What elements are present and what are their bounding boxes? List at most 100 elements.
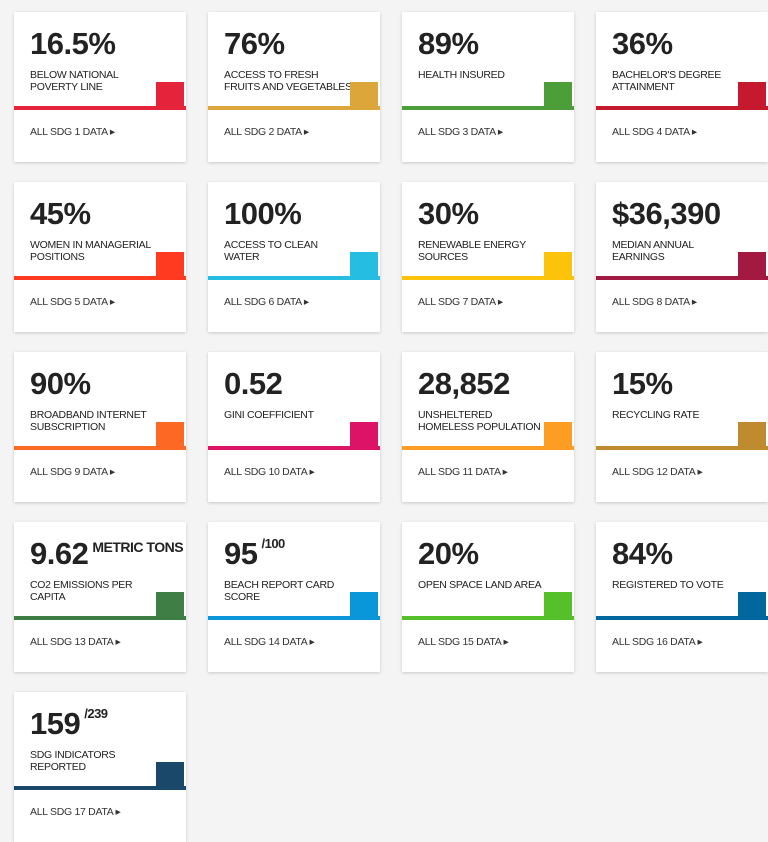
data-link[interactable]: ALL SDG 3 DATA ▸ bbox=[418, 126, 503, 138]
value-number: 45% bbox=[30, 196, 91, 231]
card-label: BROADBAND INTERNET SUBSCRIPTION bbox=[30, 409, 147, 433]
color-bar bbox=[596, 616, 768, 620]
goal-icon bbox=[544, 252, 572, 280]
color-bar bbox=[596, 106, 768, 110]
goal-icon bbox=[738, 252, 766, 280]
goal-icon bbox=[544, 82, 572, 110]
card-label: GINI COEFFICIENT bbox=[224, 409, 314, 421]
data-link[interactable]: ALL SDG 11 DATA ▸ bbox=[418, 466, 508, 478]
goal-icon bbox=[350, 252, 378, 280]
value-number: 9.62 bbox=[30, 536, 89, 571]
color-bar bbox=[596, 276, 768, 280]
data-link[interactable]: ALL SDG 5 DATA ▸ bbox=[30, 296, 115, 308]
goal-icon bbox=[350, 422, 378, 450]
goal-icon bbox=[156, 422, 184, 450]
sdg-card: 0.52 GINI COEFFICIENT ALL SDG 10 DATA ▸ bbox=[208, 352, 380, 502]
sdg-card: 16.5% BELOW NATIONAL POVERTY LINE ALL SDG … bbox=[14, 12, 186, 162]
card-label: BELOW NATIONAL POVERTY LINE bbox=[30, 69, 118, 93]
sdg-card: 45% WOMEN IN MANAGERIAL POSITIONS ALL SDG … bbox=[14, 182, 186, 332]
card-label: CO2 EMISSIONS PER CAPITA bbox=[30, 579, 133, 603]
sdg-card: 15% RECYCLING RATE ALL SDG 12 DATA ▸ bbox=[596, 352, 768, 502]
value-number: 30% bbox=[418, 196, 479, 231]
value-number: 89% bbox=[418, 26, 479, 61]
card-value: 15% bbox=[612, 366, 673, 402]
data-link[interactable]: ALL SDG 10 DATA ▸ bbox=[224, 466, 315, 478]
card-value: 30% bbox=[418, 196, 479, 232]
value-number: 84% bbox=[612, 536, 673, 571]
color-bar bbox=[208, 106, 380, 110]
card-label: BEACH REPORT CARD SCORE bbox=[224, 579, 335, 603]
goal-icon bbox=[350, 82, 378, 110]
card-label: RECYCLING RATE bbox=[612, 409, 700, 421]
sdg-card: 89% HEALTH INSURED ALL SDG 3 DATA ▸ bbox=[402, 12, 574, 162]
card-label: BACHELOR'S DEGREE ATTAINMENT bbox=[612, 69, 721, 93]
goal-icon bbox=[156, 252, 184, 280]
value-number: 0.52 bbox=[224, 366, 283, 401]
data-link[interactable]: ALL SDG 14 DATA ▸ bbox=[224, 636, 315, 648]
color-bar bbox=[14, 616, 186, 620]
data-link[interactable]: ALL SDG 2 DATA ▸ bbox=[224, 126, 309, 138]
card-label: UNSHELTERED HOMELESS POPULATION bbox=[418, 409, 541, 433]
value-number: 100% bbox=[224, 196, 302, 231]
card-value: 90% bbox=[30, 366, 91, 402]
color-bar bbox=[402, 106, 574, 110]
value-number: 95 bbox=[224, 536, 258, 571]
goal-icon bbox=[738, 592, 766, 620]
value-number: 76% bbox=[224, 26, 285, 61]
value-number: 20% bbox=[418, 536, 479, 571]
color-bar bbox=[14, 786, 186, 790]
value-suffix: /100 bbox=[261, 536, 285, 551]
card-value: 159/239 bbox=[30, 706, 108, 742]
data-link[interactable]: ALL SDG 7 DATA ▸ bbox=[418, 296, 503, 308]
card-value: 16.5% bbox=[30, 26, 116, 62]
data-link[interactable]: ALL SDG 4 DATA ▸ bbox=[612, 126, 697, 138]
data-link[interactable]: ALL SDG 17 DATA ▸ bbox=[30, 806, 121, 818]
card-value: 45% bbox=[30, 196, 91, 232]
value-number: 15% bbox=[612, 366, 673, 401]
value-suffix: METRIC TONS bbox=[92, 539, 184, 555]
card-label: ACCESS TO FRESH FRUITS AND VEGETABLES bbox=[224, 69, 352, 93]
sdg-card: 30% RENEWABLE ENERGY SOURCES ALL SDG 7 DAT… bbox=[402, 182, 574, 332]
card-value: 89% bbox=[418, 26, 479, 62]
goal-icon bbox=[156, 762, 184, 790]
data-link[interactable]: ALL SDG 13 DATA ▸ bbox=[30, 636, 121, 648]
value-suffix: /239 bbox=[84, 706, 108, 721]
data-link[interactable]: ALL SDG 1 DATA ▸ bbox=[30, 126, 115, 138]
sdg-card: 159/239 SDG INDICATORS REPORTED ALL SDG 17… bbox=[14, 692, 186, 842]
data-link[interactable]: ALL SDG 8 DATA ▸ bbox=[612, 296, 697, 308]
color-bar bbox=[208, 276, 380, 280]
color-bar bbox=[402, 446, 574, 450]
data-link[interactable]: ALL SDG 6 DATA ▸ bbox=[224, 296, 309, 308]
sdg-card: 9.62 METRIC TONS CO2 EMISSIONS PER CAPITA A… bbox=[14, 522, 186, 672]
data-link[interactable]: ALL SDG 16 DATA ▸ bbox=[612, 636, 703, 648]
sdg-card: 84% REGISTERED TO VOTE ALL SDG 16 DATA ▸ bbox=[596, 522, 768, 672]
color-bar bbox=[14, 446, 186, 450]
goal-icon bbox=[738, 82, 766, 110]
data-link[interactable]: ALL SDG 15 DATA ▸ bbox=[418, 636, 509, 648]
value-number: 159 bbox=[30, 706, 81, 741]
card-label: ACCESS TO CLEAN WATER bbox=[224, 239, 318, 263]
color-bar bbox=[14, 106, 186, 110]
sdg-card: 76% ACCESS TO FRESH FRUITS AND VEGETABLES… bbox=[208, 12, 380, 162]
card-value: 28,852 bbox=[418, 366, 510, 402]
card-label: REGISTERED TO VOTE bbox=[612, 579, 724, 591]
data-link[interactable]: ALL SDG 12 DATA ▸ bbox=[612, 466, 703, 478]
color-bar bbox=[402, 276, 574, 280]
sdg-card: 100% ACCESS TO CLEAN WATER ALL SDG 6 DATA … bbox=[208, 182, 380, 332]
value-number: 16.5% bbox=[30, 26, 116, 61]
value-number: 36% bbox=[612, 26, 673, 61]
sdg-card: 36% BACHELOR'S DEGREE ATTAINMENT ALL SDG 4… bbox=[596, 12, 768, 162]
data-link[interactable]: ALL SDG 9 DATA ▸ bbox=[30, 466, 115, 478]
goal-icon bbox=[156, 82, 184, 110]
sdg-card: 95/100 BEACH REPORT CARD SCORE ALL SDG 14 … bbox=[208, 522, 380, 672]
card-label: OPEN SPACE LAND AREA bbox=[418, 579, 542, 591]
goal-icon bbox=[544, 422, 572, 450]
goal-icon bbox=[156, 592, 184, 620]
card-value: $36,390 bbox=[612, 196, 721, 232]
card-label: MEDIAN ANNUAL EARNINGS bbox=[612, 239, 694, 263]
color-bar bbox=[208, 616, 380, 620]
sdg-card: 20% OPEN SPACE LAND AREA ALL SDG 15 DATA ▸ bbox=[402, 522, 574, 672]
value-number: 90% bbox=[30, 366, 91, 401]
card-value: 95/100 bbox=[224, 536, 285, 572]
